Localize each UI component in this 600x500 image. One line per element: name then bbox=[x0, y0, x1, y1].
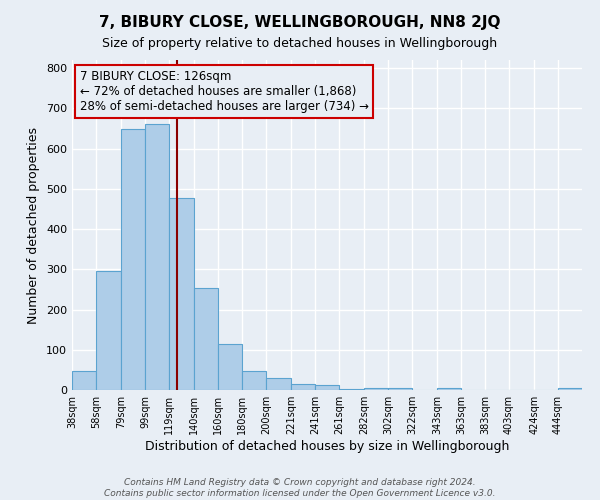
Text: Size of property relative to detached houses in Wellingborough: Size of property relative to detached ho… bbox=[103, 38, 497, 51]
Bar bbox=[169, 198, 194, 390]
Bar bbox=[339, 389, 364, 390]
Bar bbox=[437, 388, 461, 390]
Text: Contains HM Land Registry data © Crown copyright and database right 2024.
Contai: Contains HM Land Registry data © Crown c… bbox=[104, 478, 496, 498]
X-axis label: Distribution of detached houses by size in Wellingborough: Distribution of detached houses by size … bbox=[145, 440, 509, 453]
Bar bbox=[558, 388, 582, 390]
Bar bbox=[72, 371, 96, 390]
Bar bbox=[315, 385, 339, 390]
Text: 7 BIBURY CLOSE: 126sqm
← 72% of detached houses are smaller (1,868)
28% of semi-: 7 BIBURY CLOSE: 126sqm ← 72% of detached… bbox=[80, 70, 368, 113]
Bar bbox=[145, 124, 169, 390]
Y-axis label: Number of detached properties: Number of detached properties bbox=[28, 126, 40, 324]
Bar bbox=[266, 378, 291, 390]
Bar bbox=[194, 288, 218, 390]
Bar bbox=[364, 388, 388, 390]
Bar bbox=[96, 272, 121, 390]
Bar bbox=[388, 388, 412, 390]
Bar bbox=[121, 129, 145, 390]
Bar bbox=[291, 384, 315, 390]
Bar bbox=[218, 344, 242, 390]
Text: 7, BIBURY CLOSE, WELLINGBOROUGH, NN8 2JQ: 7, BIBURY CLOSE, WELLINGBOROUGH, NN8 2JQ bbox=[99, 15, 501, 30]
Bar bbox=[242, 370, 266, 390]
